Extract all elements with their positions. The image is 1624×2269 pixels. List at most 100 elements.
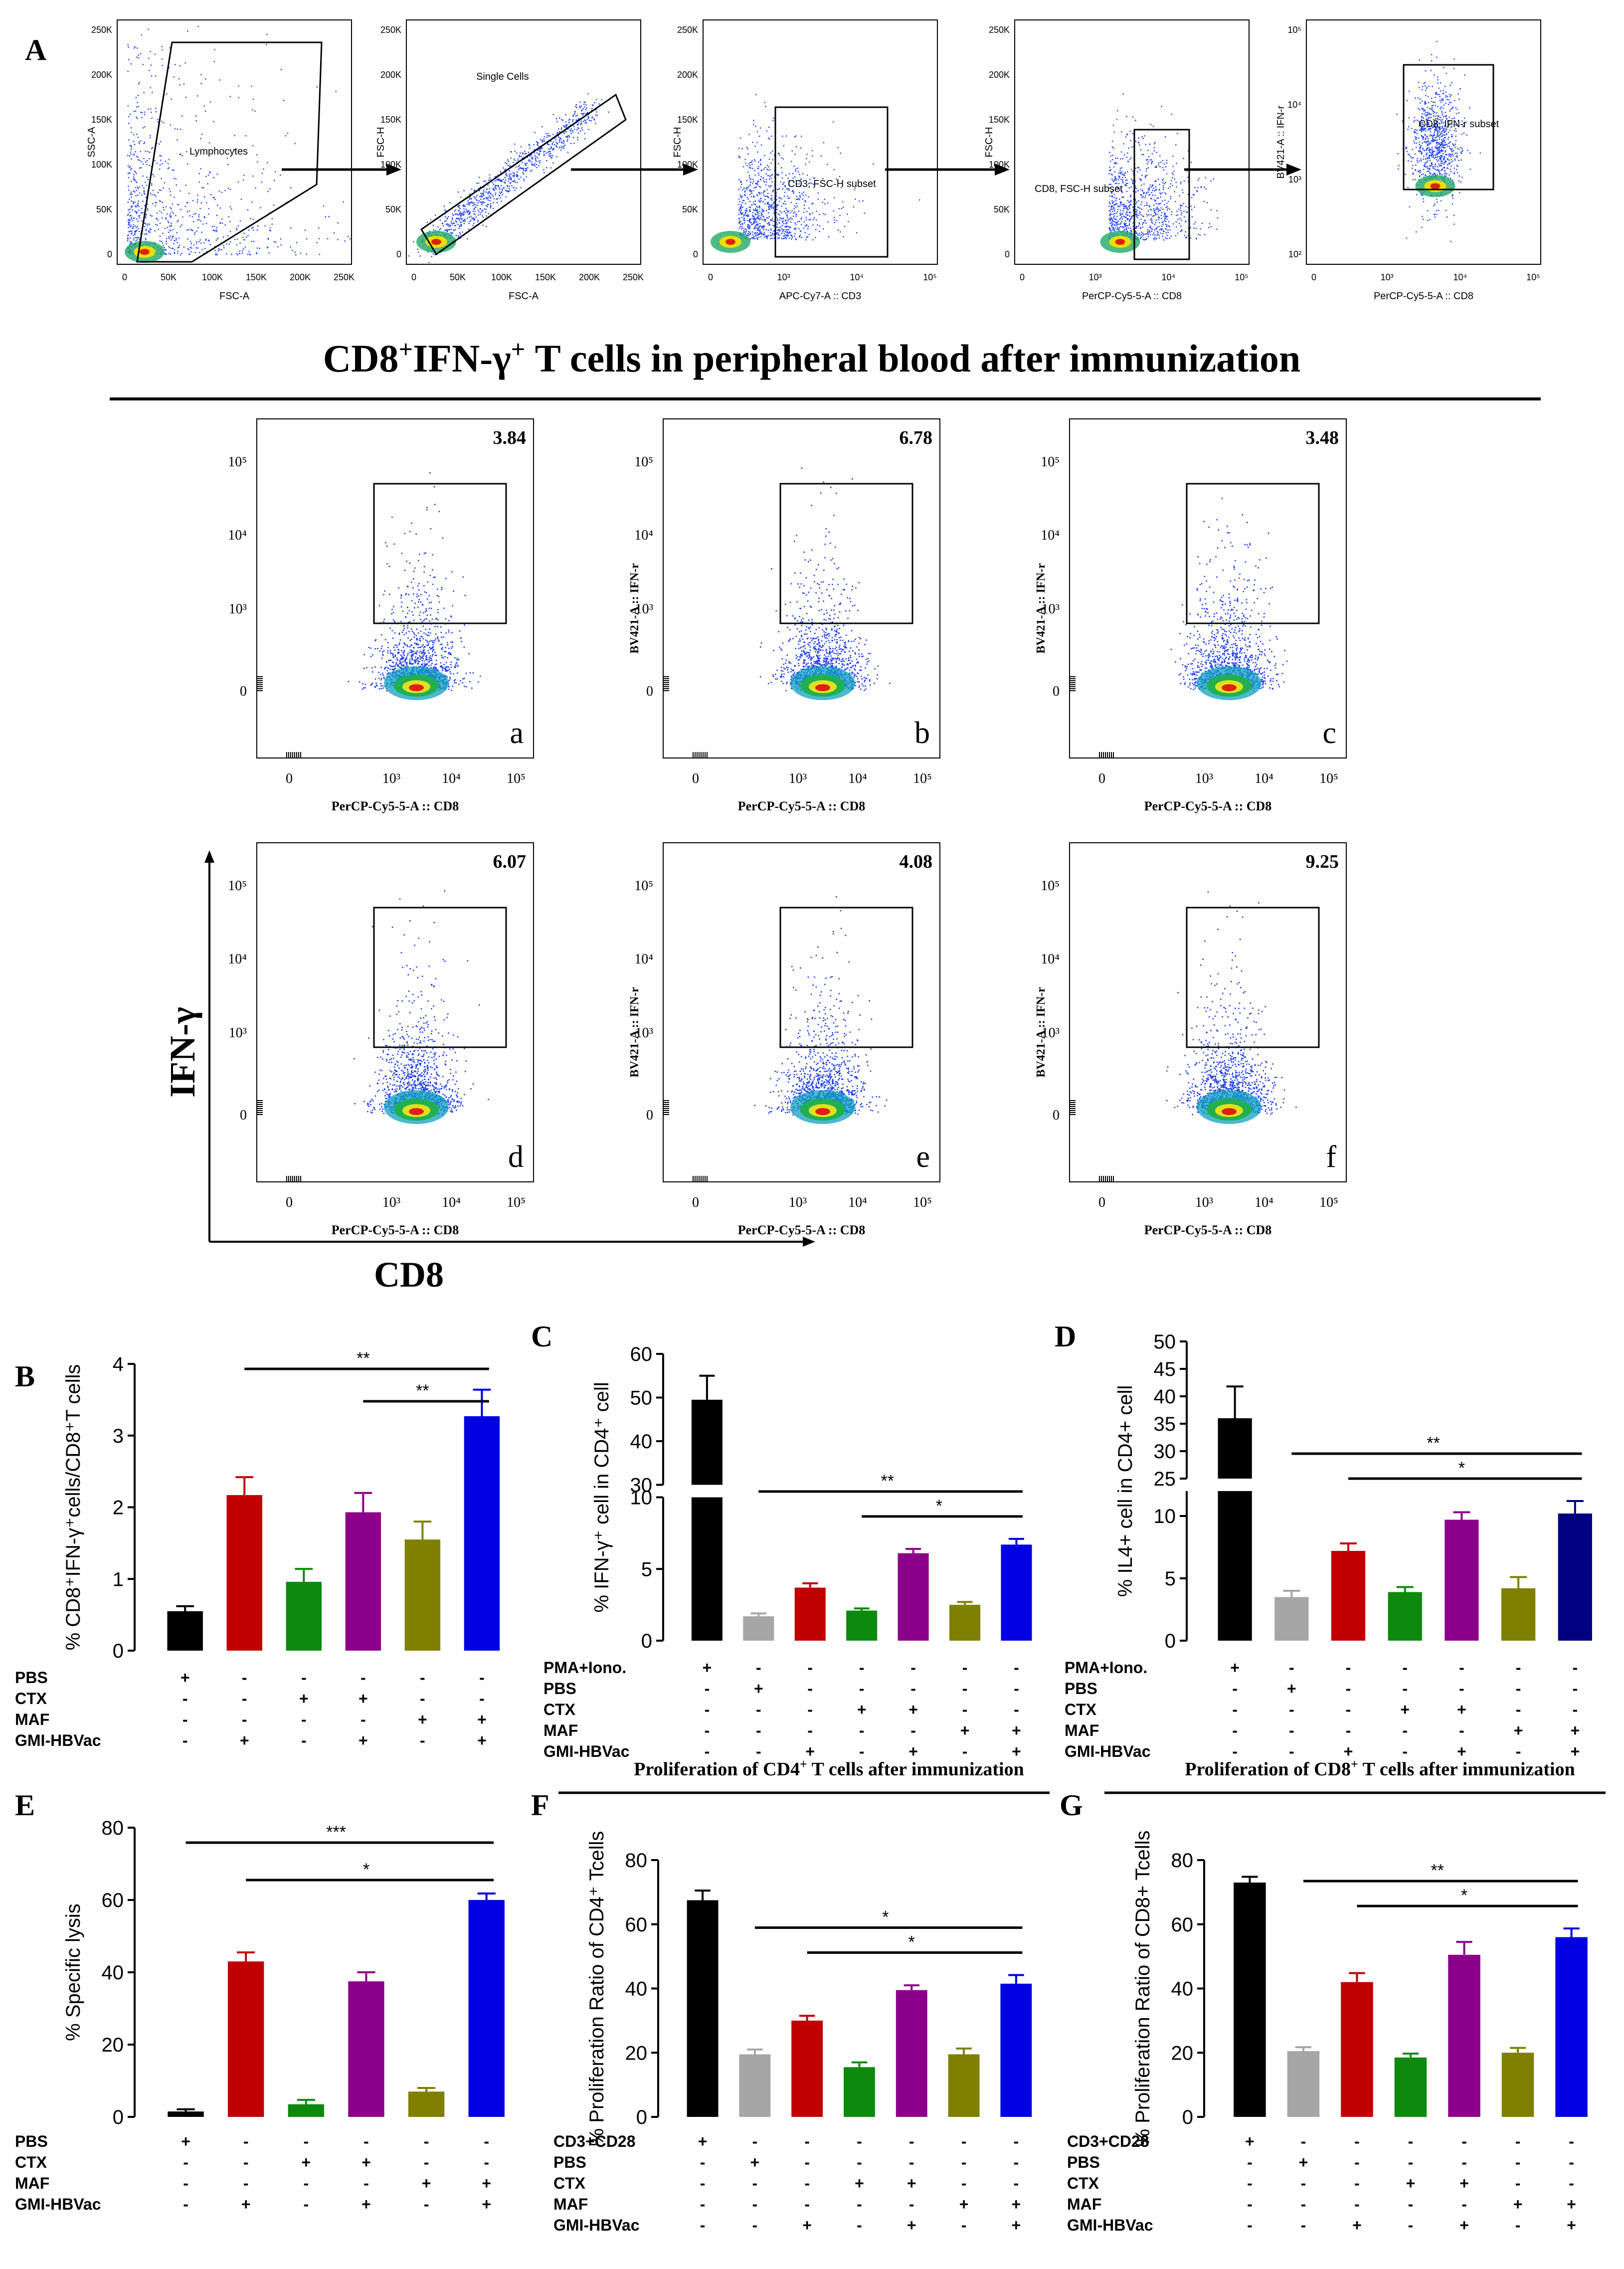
gating-y-tick: 50K <box>682 204 698 214</box>
density-core <box>409 684 424 691</box>
panel-title: Proliferation of CD8+ T cells after immu… <box>1185 1757 1575 1780</box>
bar <box>687 1900 719 2117</box>
significance-label: ** <box>1431 1861 1444 1880</box>
treatment-sign: - <box>1459 1721 1464 1739</box>
gating-plot-frame <box>1015 20 1249 264</box>
significance-label: * <box>1458 1459 1465 1478</box>
gate-label: CD8, FSC-H subset <box>1035 184 1123 194</box>
flow-y-tick: 10⁴ <box>634 951 653 967</box>
flow-x-label: PerCP-Cy5-5-A :: CD8 <box>332 1223 459 1237</box>
density-core <box>1222 684 1237 691</box>
treatment-sign: - <box>242 1690 247 1707</box>
treatment-sign: - <box>705 1680 710 1698</box>
bar <box>286 1582 322 1651</box>
treatment-sign: - <box>301 1710 307 1728</box>
gating-plot-frame <box>117 20 352 264</box>
flow-x-tick: 10³ <box>789 771 807 786</box>
bar <box>1502 2053 1534 2117</box>
treatment-sign: - <box>1516 1680 1521 1698</box>
gating-x-tick: 10⁴ <box>1161 272 1175 282</box>
treatment-label: PBS <box>15 1669 48 1687</box>
y-axis-label: % IFN-γ⁺ cell in CD4⁺ cell <box>591 1382 613 1612</box>
treatment-sign: - <box>301 1669 307 1687</box>
significance-label: * <box>936 1497 942 1515</box>
gating-y-tick: 100K <box>380 160 401 170</box>
bar <box>948 2054 980 2117</box>
treatment-sign: - <box>183 2174 188 2192</box>
subplot-letter: a <box>510 716 524 750</box>
treatment-label: GMI-HBVac <box>1065 1742 1150 1760</box>
bar <box>846 1611 877 1641</box>
bar <box>844 2067 875 2117</box>
flow-plot-frame <box>257 843 534 1182</box>
treatment-sign: + <box>1459 2174 1469 2192</box>
flow-section-title: CD8+IFN-γ+ T cells in peripheral blood a… <box>323 335 1300 380</box>
flow-y-tick: 10⁵ <box>228 454 247 470</box>
treatment-sign: - <box>752 2174 758 2192</box>
treatment-sign: - <box>1014 1701 1019 1718</box>
gating-y-tick: 200K <box>989 70 1010 80</box>
bar <box>228 1961 264 2117</box>
bar <box>1558 1513 1592 1641</box>
bar <box>1000 1984 1032 2117</box>
treatment-sign: - <box>962 1680 968 1698</box>
treatment-sign: + <box>1457 1701 1466 1718</box>
bar <box>348 1981 384 2117</box>
treatment-sign: - <box>752 2216 758 2234</box>
treatment-label: PMA+Iono. <box>543 1659 626 1677</box>
flow-y-label: BV421-A :: IFN-r <box>1035 987 1048 1078</box>
bar <box>1001 1544 1032 1641</box>
treatment-sign: - <box>1515 2216 1521 2234</box>
treatment-sign: + <box>1245 2132 1255 2150</box>
y-tick-label: 5 <box>641 1558 652 1580</box>
y-tick-label: 10 <box>1154 1506 1176 1527</box>
treatment-sign: - <box>807 1680 813 1698</box>
treatment-sign: - <box>361 1710 366 1728</box>
y-axis-label: % Proliferation Ratio of CD4⁺ Tcells <box>586 1831 608 2146</box>
bar <box>167 1611 202 1651</box>
treatment-sign: - <box>1402 1742 1408 1760</box>
y-tick-label: 1 <box>113 1568 124 1590</box>
flow-x-label: PerCP-Cy5-5-A :: CD8 <box>738 799 866 813</box>
flow-x-tick: 10⁵ <box>1319 1195 1338 1210</box>
treatment-sign: - <box>484 2153 489 2171</box>
treatment-sign: - <box>1354 2153 1360 2171</box>
y-tick-label: 45 <box>1154 1358 1176 1380</box>
y-axis-label: % Proliferation Ratio of CD8+ Tcells <box>1132 1831 1154 2147</box>
treatment-sign: - <box>1014 2132 1019 2150</box>
treatment-sign: - <box>756 1721 761 1739</box>
flow-x-tick: 10⁴ <box>442 771 461 786</box>
gate-percentage: 6.07 <box>493 851 527 872</box>
treatment-sign: + <box>857 1701 867 1718</box>
flow-y-tick: 10³ <box>229 601 247 617</box>
panel-letter: F <box>531 1789 549 1822</box>
significance-label: *** <box>326 1823 346 1842</box>
gating-y-tick: 10³ <box>1288 175 1301 185</box>
panel-letter: G <box>1060 1789 1083 1822</box>
treatment-sign: - <box>807 1721 813 1739</box>
treatment-sign: - <box>962 1701 968 1718</box>
treatment-label: MAF <box>1067 2195 1101 2213</box>
treatment-sign: - <box>807 1659 813 1677</box>
gate-label: CD8, IFN-r subset <box>1419 119 1499 130</box>
gate-label: Single Cells <box>476 71 529 82</box>
treatment-sign: - <box>242 1710 247 1728</box>
bar <box>1448 1955 1480 2117</box>
panel-letter: D <box>1055 1320 1076 1353</box>
treatment-label: PBS <box>1065 1680 1097 1698</box>
gating-y-tick: 50K <box>994 204 1010 214</box>
y-tick-label: 5 <box>1165 1568 1176 1590</box>
flow-y-tick: 10⁵ <box>228 878 247 894</box>
y-tick-label: 60 <box>630 1343 653 1365</box>
treatment-sign: + <box>299 1690 309 1707</box>
treatment-sign: - <box>420 1731 425 1749</box>
treatment-sign: + <box>907 2216 916 2234</box>
treatment-sign: - <box>1516 1701 1521 1718</box>
subplot-letter: f <box>1326 1140 1336 1174</box>
treatment-label: PMA+Iono. <box>1065 1659 1147 1677</box>
